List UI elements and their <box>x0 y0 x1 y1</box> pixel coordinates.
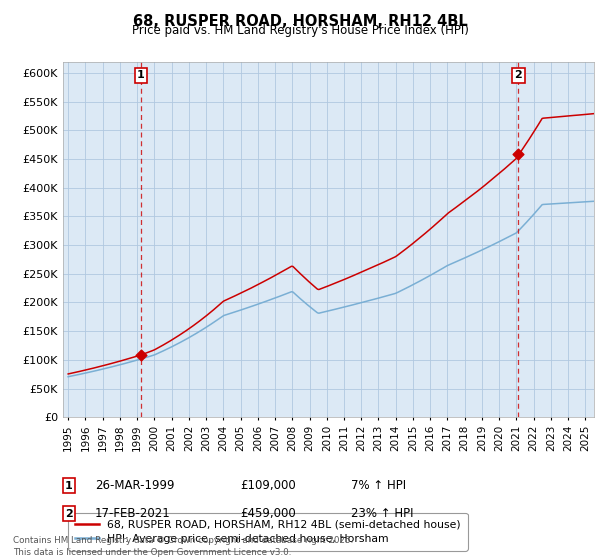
Legend: 68, RUSPER ROAD, HORSHAM, RH12 4BL (semi-detached house), HPI: Average price, se: 68, RUSPER ROAD, HORSHAM, RH12 4BL (semi… <box>68 514 467 550</box>
Text: 7% ↑ HPI: 7% ↑ HPI <box>351 479 406 492</box>
Text: 1: 1 <box>137 71 145 81</box>
Text: 26-MAR-1999: 26-MAR-1999 <box>95 479 175 492</box>
Text: 2: 2 <box>65 508 73 519</box>
Text: £109,000: £109,000 <box>240 479 296 492</box>
Text: Price paid vs. HM Land Registry's House Price Index (HPI): Price paid vs. HM Land Registry's House … <box>131 24 469 37</box>
Text: 68, RUSPER ROAD, HORSHAM, RH12 4BL: 68, RUSPER ROAD, HORSHAM, RH12 4BL <box>133 14 467 29</box>
Text: £459,000: £459,000 <box>240 507 296 520</box>
Text: 17-FEB-2021: 17-FEB-2021 <box>95 507 170 520</box>
Text: 23% ↑ HPI: 23% ↑ HPI <box>351 507 413 520</box>
Text: 2: 2 <box>515 71 523 81</box>
Point <box>136 350 146 359</box>
Text: Contains HM Land Registry data © Crown copyright and database right 2025.
This d: Contains HM Land Registry data © Crown c… <box>13 536 353 557</box>
Text: 1: 1 <box>65 480 73 491</box>
Point <box>514 150 523 158</box>
